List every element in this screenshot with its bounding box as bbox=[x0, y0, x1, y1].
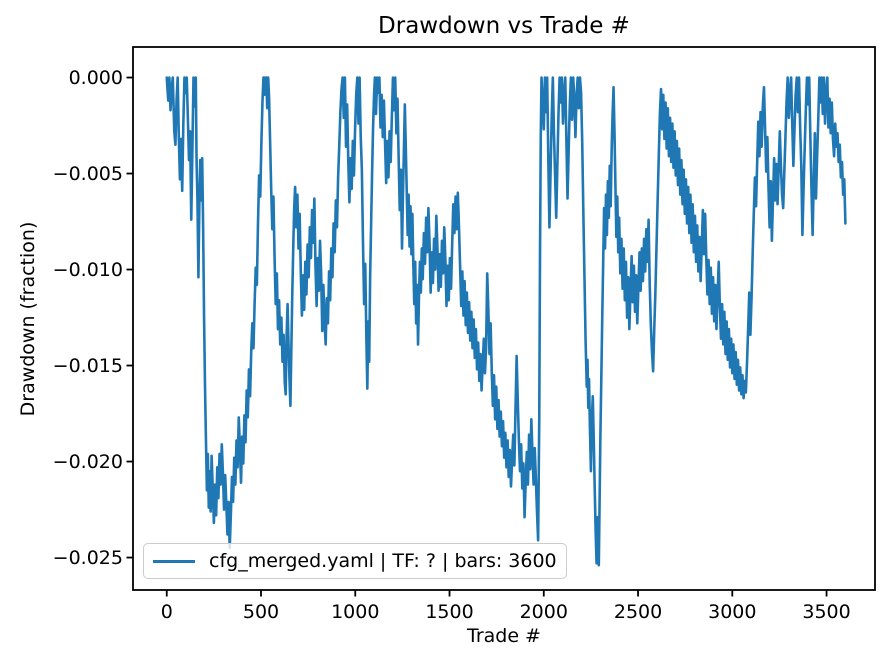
y-tick-label: −0.020 bbox=[52, 450, 123, 473]
y-tick-label: −0.015 bbox=[52, 354, 123, 377]
y-tick-label: −0.005 bbox=[52, 162, 123, 185]
y-axis-label: Drawdown (fraction) bbox=[17, 221, 39, 417]
y-tick-label: 0.000 bbox=[68, 66, 123, 89]
y-tick-label: −0.010 bbox=[52, 258, 123, 281]
x-tick-label: 1500 bbox=[425, 601, 474, 623]
legend-line-swatch bbox=[153, 559, 195, 563]
x-tick-label: 1000 bbox=[331, 601, 380, 623]
chart-title: Drawdown vs Trade # bbox=[378, 13, 630, 39]
legend-label: cfg_merged.yaml | TF: ? | bars: 3600 bbox=[209, 550, 557, 572]
plot-frame bbox=[132, 46, 876, 591]
x-tick-label: 0 bbox=[160, 601, 173, 623]
x-tick-label: 3500 bbox=[802, 601, 851, 623]
x-tick-label: 500 bbox=[242, 601, 280, 623]
x-tick-label: 3000 bbox=[708, 601, 757, 623]
x-tick-label: 2500 bbox=[613, 601, 663, 623]
y-tick-label: −0.025 bbox=[52, 546, 123, 569]
y-axis-ticks bbox=[126, 76, 133, 559]
x-tick-label: 2000 bbox=[519, 601, 568, 623]
legend: cfg_merged.yaml | TF: ? | bars: 3600 bbox=[143, 543, 567, 579]
x-axis-label: Trade # bbox=[467, 625, 541, 647]
drawdown-line bbox=[165, 76, 847, 567]
x-axis-ticks bbox=[165, 590, 828, 597]
